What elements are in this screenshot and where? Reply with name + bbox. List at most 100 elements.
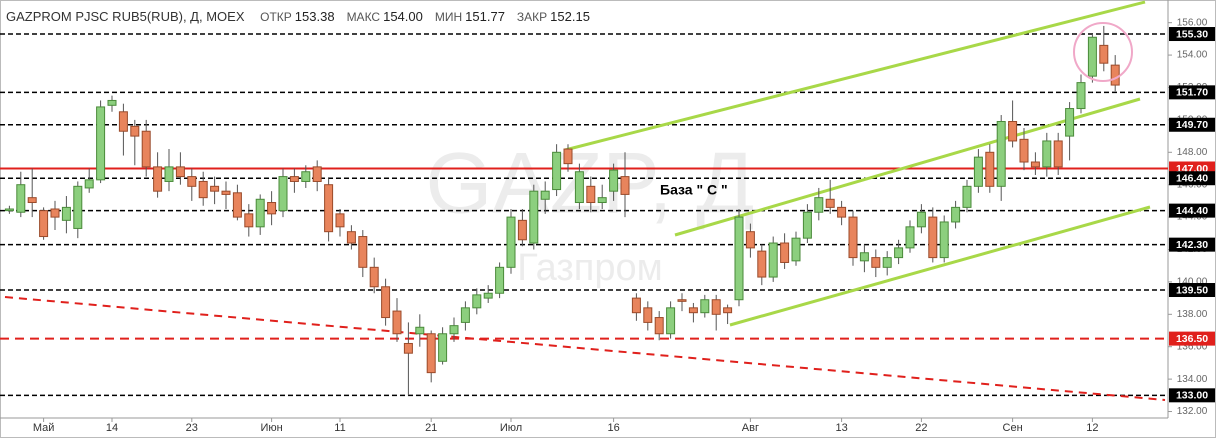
candles xyxy=(4,25,1120,396)
candle-body xyxy=(552,151,562,191)
candle-body xyxy=(381,286,391,319)
level-label: 155.30 xyxy=(1176,28,1208,40)
candle-body xyxy=(1019,138,1029,163)
candle-body xyxy=(107,99,117,106)
level-label: 149.70 xyxy=(1176,119,1208,131)
y-tick-label: 138.00 xyxy=(1177,309,1208,320)
candle-body xyxy=(1042,140,1052,168)
candle-body xyxy=(403,342,413,354)
candle-body xyxy=(529,190,539,244)
level-label-box xyxy=(1169,117,1215,132)
stat-value: 154.00 xyxy=(383,9,423,24)
x-tick-label: 21 xyxy=(425,422,437,434)
candle-body xyxy=(768,242,778,278)
candle-body xyxy=(232,192,242,218)
candle-body xyxy=(61,206,71,221)
candle-body xyxy=(369,266,379,288)
candle-body xyxy=(939,221,949,259)
candle-body xyxy=(289,176,299,182)
candle-body xyxy=(734,216,744,301)
level-label: 146.40 xyxy=(1176,172,1208,184)
candle-body xyxy=(962,185,972,208)
candle-body xyxy=(472,294,482,309)
candle-body xyxy=(825,198,835,208)
candle-body xyxy=(278,176,288,212)
x-tick-label: 16 xyxy=(607,422,619,434)
candle-body xyxy=(198,180,208,199)
level-label-box xyxy=(1169,283,1215,298)
candle-body xyxy=(4,208,14,212)
highlight-circle xyxy=(1073,22,1133,82)
level-label: 144.40 xyxy=(1176,205,1208,217)
level-label: 142.30 xyxy=(1176,239,1208,251)
candle-body xyxy=(255,198,265,228)
candle-body xyxy=(620,176,630,195)
candle-body xyxy=(358,236,368,268)
x-tick-label: 13 xyxy=(835,422,847,434)
candle-body xyxy=(221,190,231,195)
stat-value: 151.77 xyxy=(465,9,505,24)
candle-body xyxy=(905,226,915,249)
candle-body xyxy=(244,213,254,228)
level-label: 151.70 xyxy=(1176,87,1208,99)
candle-body xyxy=(130,125,140,137)
candle-body xyxy=(1008,121,1018,142)
candle-body xyxy=(426,333,436,374)
candle-body xyxy=(700,299,710,314)
candle-body xyxy=(1099,44,1109,64)
level-label: 133.00 xyxy=(1176,390,1208,402)
candle-body xyxy=(1076,82,1086,110)
candle-body xyxy=(780,242,790,263)
candle-body xyxy=(210,185,220,192)
candle-body xyxy=(859,252,869,262)
candle-body xyxy=(96,106,106,181)
symbol: GAZPROM PJSC RUB5(RUB), Д, MOEX xyxy=(6,9,245,24)
candle-body xyxy=(50,208,60,218)
watermark: GAZP, Д xyxy=(425,136,754,232)
level-label: 136.50 xyxy=(1176,333,1208,345)
level-label-box xyxy=(1169,331,1215,346)
candle-body xyxy=(791,237,801,262)
candle-body xyxy=(1030,161,1040,168)
candle-body xyxy=(996,121,1006,187)
candle-body xyxy=(928,216,938,259)
candle-body xyxy=(415,326,425,335)
level-label-box xyxy=(1169,237,1215,252)
stat-label: ОТКР xyxy=(260,10,292,24)
candle-body xyxy=(540,190,550,200)
candle-body xyxy=(495,266,505,294)
channel-line xyxy=(674,97,1141,237)
candle-body xyxy=(973,156,983,187)
candle-body xyxy=(597,197,607,204)
level-label: 139.50 xyxy=(1176,284,1208,296)
candle-body xyxy=(324,184,334,233)
x-tick-label: Авг xyxy=(742,422,759,434)
candle-body xyxy=(631,297,641,314)
level-label-box xyxy=(1169,388,1215,403)
candle-body xyxy=(141,130,151,168)
candle-body xyxy=(916,211,926,228)
candle-body xyxy=(574,171,584,204)
y-tick-label: 140.00 xyxy=(1177,277,1208,288)
candle-body xyxy=(1053,140,1063,168)
channel-line xyxy=(564,0,1146,152)
candle-body xyxy=(335,213,345,228)
x-tick-label: 14 xyxy=(106,422,118,434)
stat-value: 153.38 xyxy=(294,9,335,24)
stat-label: ЗАКР xyxy=(516,10,548,24)
candle-body xyxy=(894,247,904,259)
y-tick-label: 156.00 xyxy=(1177,17,1208,28)
watermark-subtitle: Газпром xyxy=(517,247,663,289)
y-tick-label: 136.00 xyxy=(1177,341,1208,352)
candle-body xyxy=(392,310,402,335)
y-tick-label: 134.00 xyxy=(1177,374,1208,385)
level-label-box xyxy=(1169,171,1215,186)
x-tick-label: 22 xyxy=(915,422,927,434)
channel-line xyxy=(729,205,1151,327)
candle-body xyxy=(438,333,448,362)
candle-body xyxy=(882,257,892,268)
candle-body xyxy=(837,206,847,218)
header: GAZPROM PJSC RUB5(RUB), Д, MOEX ОТКР 153.… xyxy=(6,9,590,24)
candle-body xyxy=(802,211,812,239)
